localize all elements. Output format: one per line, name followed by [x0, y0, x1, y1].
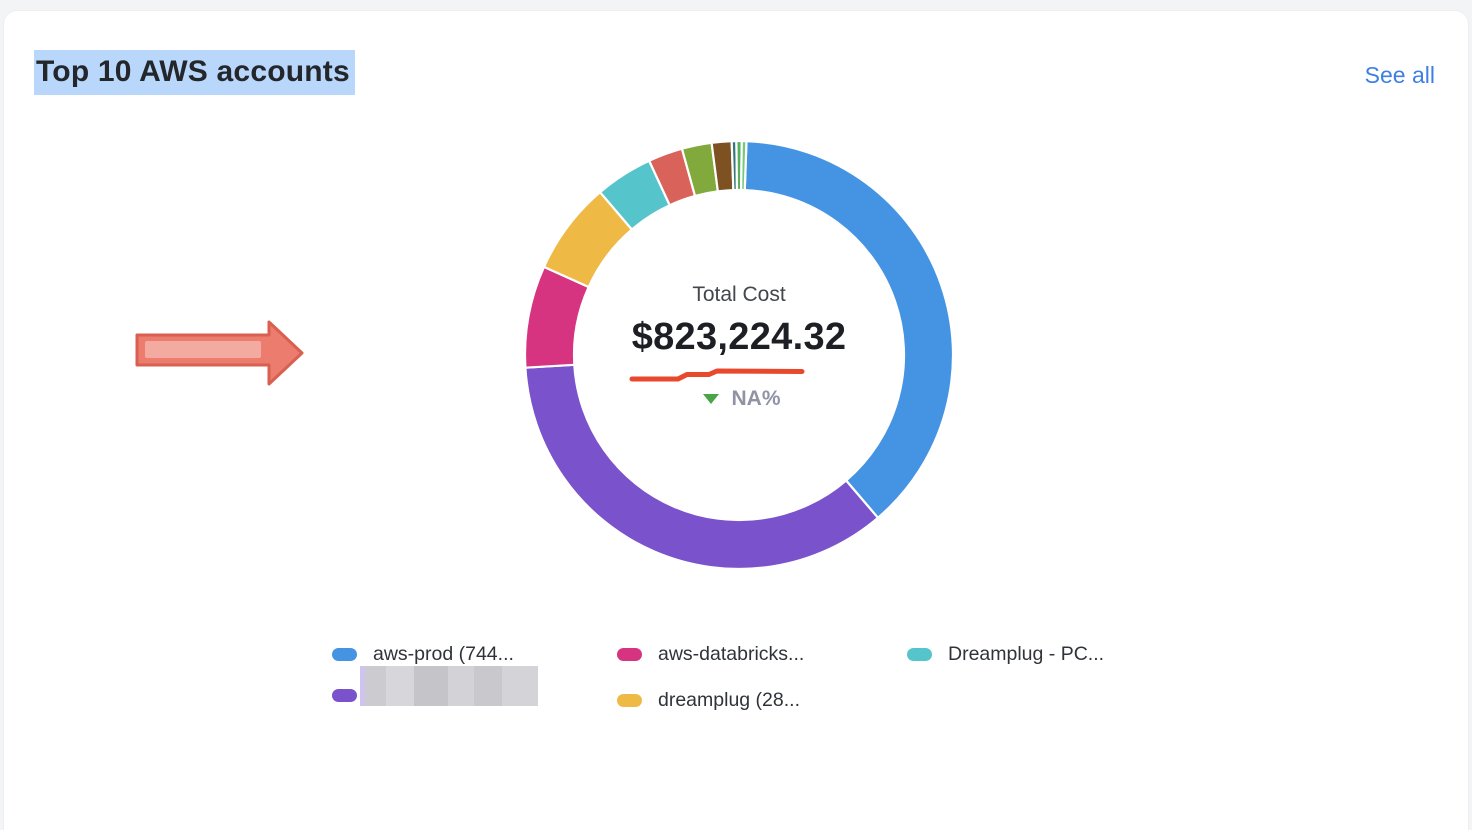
legend-label: aws-prod (744... — [373, 643, 514, 665]
see-all-link[interactable]: See all — [1364, 62, 1435, 88]
donut-center-overlay: Total Cost $823,224.32 NA% — [559, 283, 919, 411]
legend-label: aws-databricks... — [658, 643, 805, 665]
donut-chart[interactable] — [504, 120, 974, 590]
aws-accounts-card: Top 10 AWS accounts See all Total Cost $… — [3, 10, 1469, 830]
legend-item-aws-databricks[interactable]: aws-databricks... — [617, 643, 804, 666]
legend-swatch — [332, 689, 357, 702]
legend-item-dreamplug[interactable]: dreamplug (28... — [617, 689, 800, 712]
legend-item-dreamplug-pc[interactable]: Dreamplug - PC... — [907, 643, 1104, 666]
legend-item-aws-prod[interactable]: aws-prod (744... — [332, 643, 514, 666]
legend-swatch — [617, 694, 642, 707]
red-underline-annotation — [629, 368, 804, 382]
legend-swatch — [617, 648, 642, 661]
legend-swatch — [907, 648, 932, 661]
donut-chart-svg[interactable] — [504, 120, 974, 590]
total-cost-value: $823,224.32 — [631, 316, 847, 358]
page-title-selection-highlight: Top 10 AWS accounts — [34, 50, 355, 95]
red-arrow-annotation — [135, 320, 304, 386]
legend-label: dreamplug (28... — [658, 689, 800, 711]
page-title: Top 10 AWS accounts — [34, 50, 355, 95]
delta-value: NA% — [731, 387, 781, 410]
delta-row: NA% — [562, 387, 922, 411]
arrow-redacted-text-strip — [145, 341, 261, 358]
redacted-legend-label — [360, 666, 538, 706]
donut-segment[interactable] — [743, 140, 955, 519]
legend-item-redacted[interactable] — [332, 689, 357, 702]
legend-swatch — [332, 648, 357, 661]
total-cost-label: Total Cost — [692, 283, 786, 306]
triangle-down-icon — [703, 394, 720, 404]
donut-segment[interactable] — [740, 139, 748, 192]
legend-label: Dreamplug - PC... — [948, 643, 1105, 665]
